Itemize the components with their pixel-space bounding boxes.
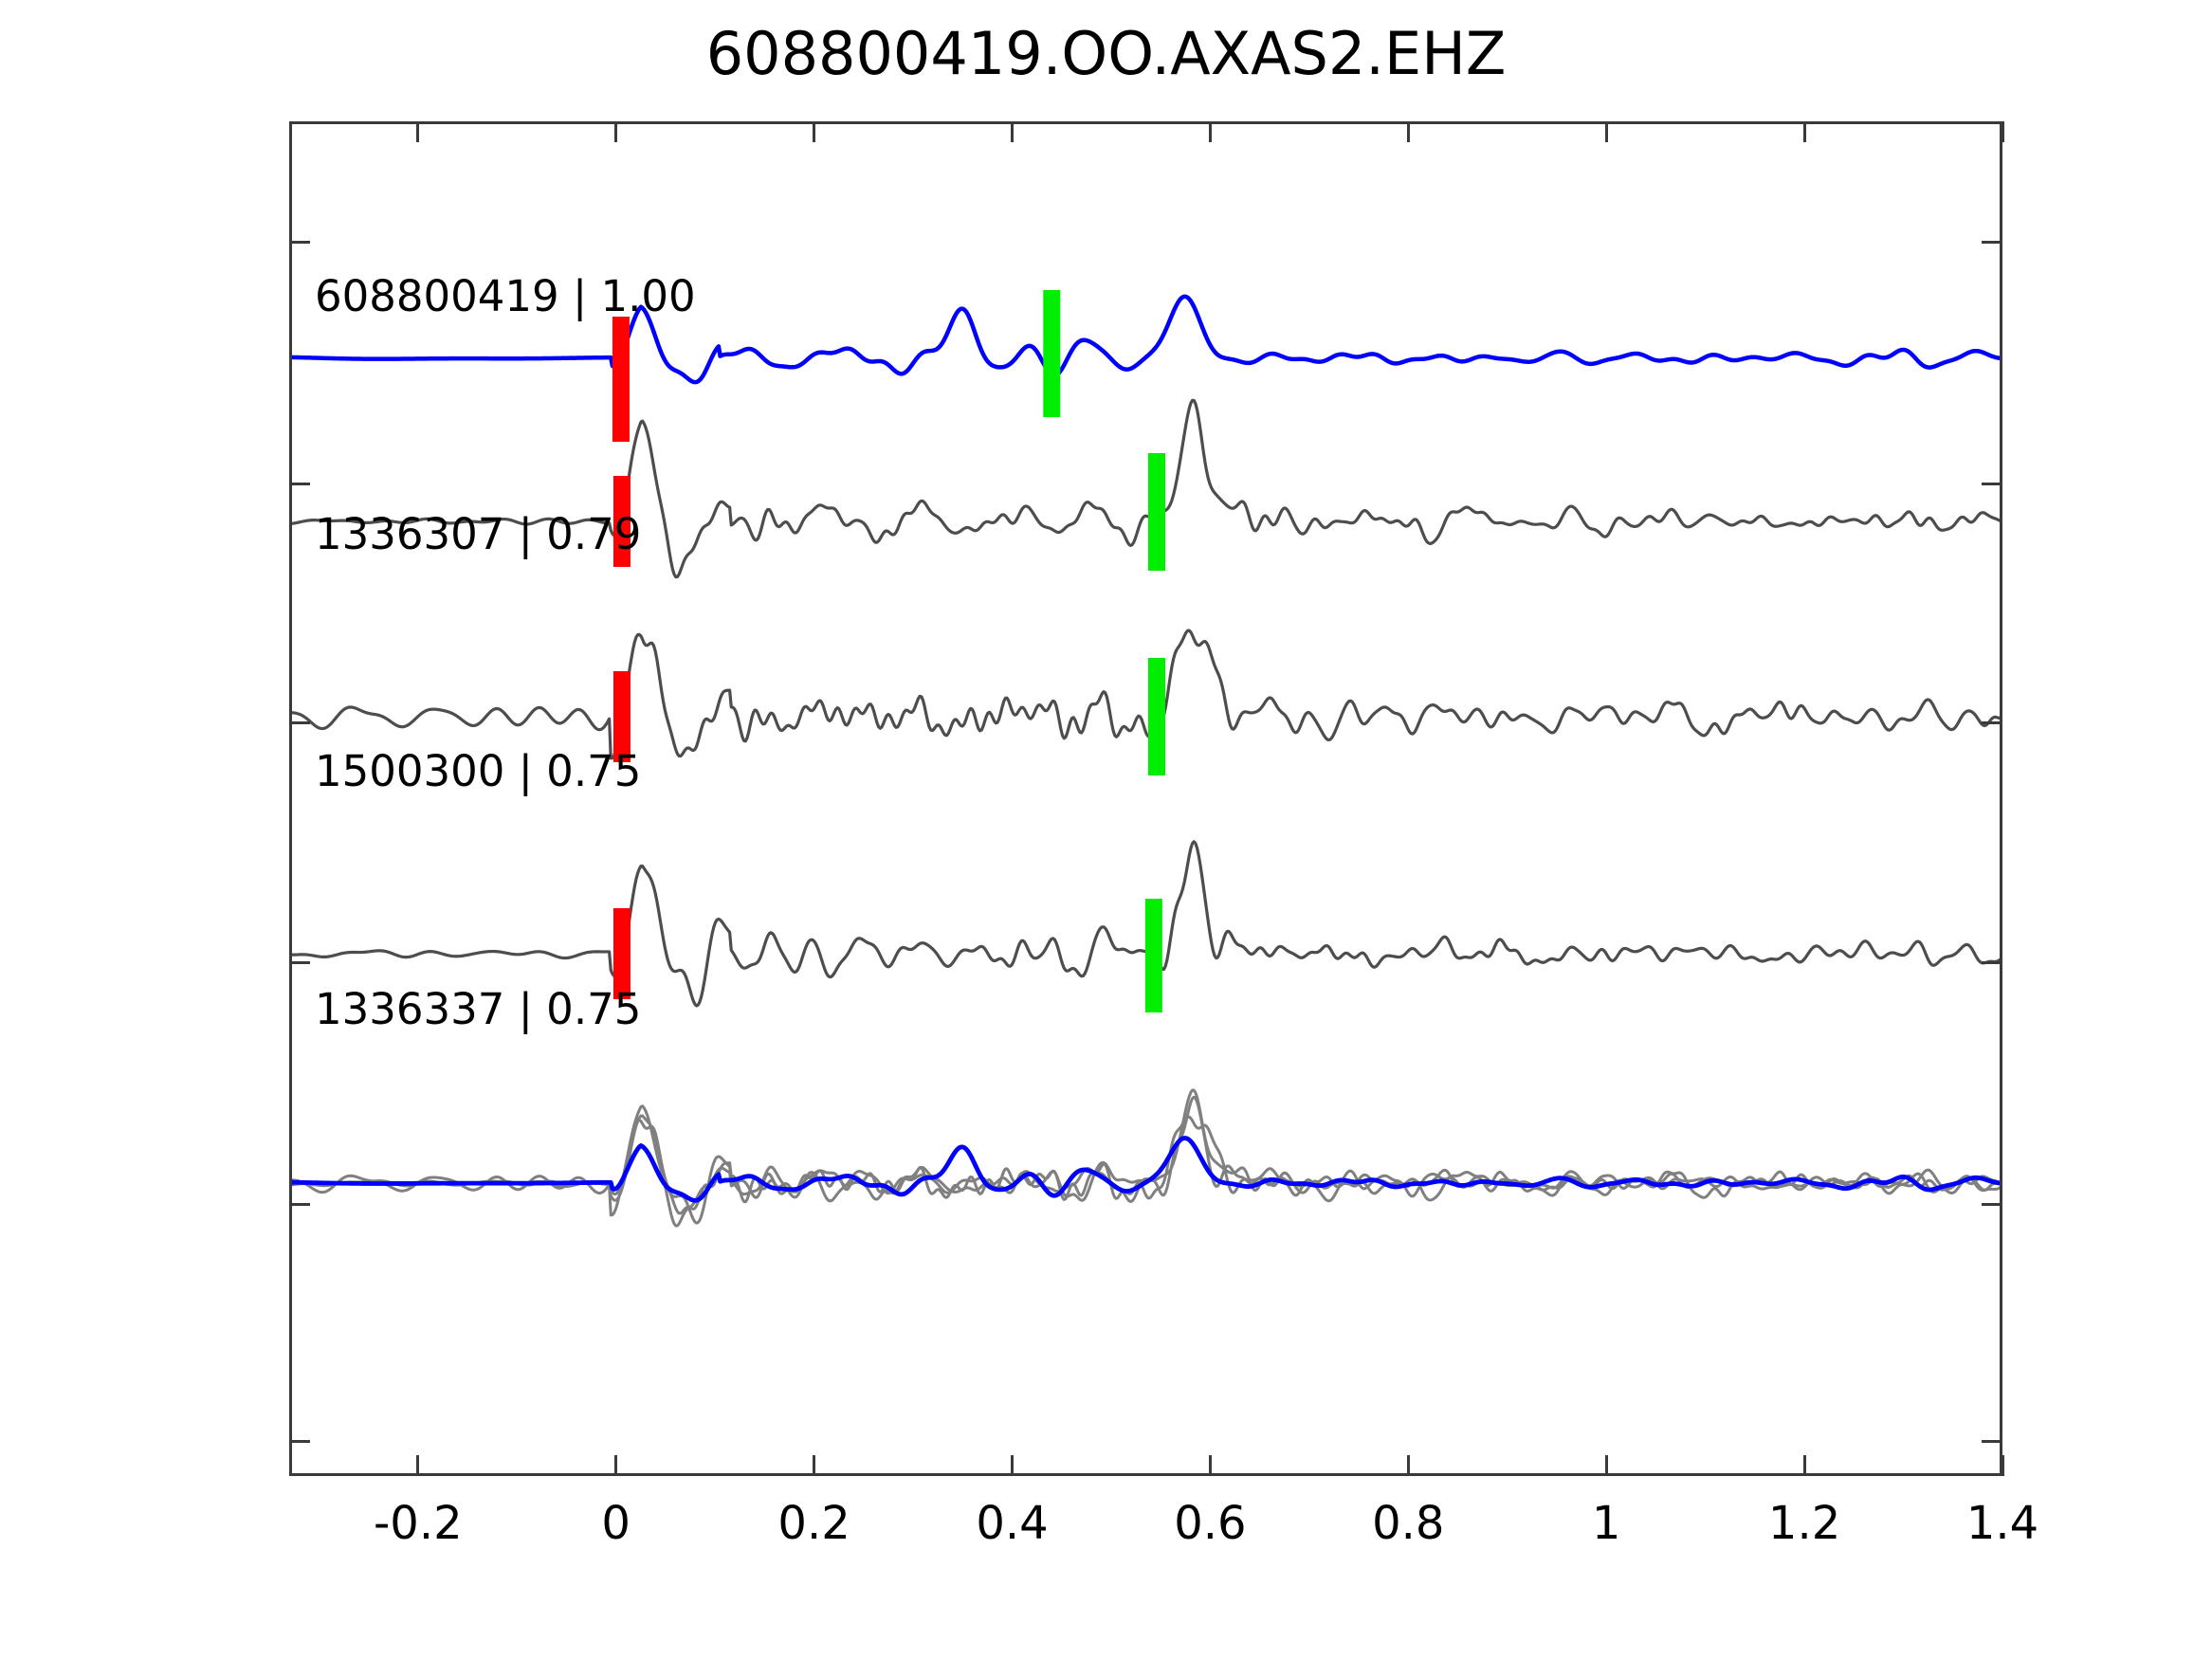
- page-title: 608800419.OO.AXAS2.EHZ: [705, 19, 1507, 88]
- x-tick-mark: [1010, 1455, 1014, 1476]
- p-pick-marker-608800419: [612, 317, 630, 442]
- x-tick-label: 1.4: [1965, 1497, 2039, 1550]
- y-tick-mark: [1982, 240, 2002, 244]
- p-pick-marker-1500300: [612, 671, 631, 762]
- y-tick-mark: [289, 240, 310, 244]
- stack-overlay-path-1336307: [289, 1088, 2002, 1228]
- x-tick-mark-top: [813, 121, 816, 142]
- waveform-path-1336307: [289, 398, 2002, 579]
- s-pick-marker-1336337: [1144, 899, 1162, 1012]
- x-tick-mark-top: [2001, 121, 2004, 142]
- plot-area: [289, 121, 2002, 1476]
- x-tick-mark-top: [1604, 121, 1608, 142]
- trace-label-1336337: 1336337 | 0.75: [315, 984, 642, 1034]
- y-tick-mark: [289, 1439, 310, 1443]
- s-pick-marker-1500300: [1147, 658, 1165, 775]
- y-tick-mark: [289, 482, 310, 485]
- y-tick-mark: [1982, 1202, 2002, 1206]
- x-tick-mark: [416, 1455, 420, 1476]
- x-tick-mark-top: [614, 121, 618, 142]
- p-pick-marker-1336337: [612, 908, 631, 999]
- x-tick-label: 0.4: [976, 1497, 1049, 1550]
- y-tick-mark: [1982, 960, 2002, 964]
- s-pick-marker-608800419: [1043, 290, 1061, 417]
- x-tick-mark-top: [1406, 121, 1410, 142]
- trace-label-1336307: 1336307 | 0.79: [315, 509, 642, 559]
- x-tick-label: 0: [601, 1497, 631, 1550]
- waveform-path-608800419: [289, 294, 2002, 385]
- waveform-canvas: [289, 290, 2002, 1228]
- y-tick-mark: [289, 720, 310, 724]
- x-tick-mark: [614, 1455, 618, 1476]
- x-tick-mark-top: [1802, 121, 1806, 142]
- s-pick-marker-1336307: [1147, 453, 1165, 571]
- x-tick-label: 1.2: [1767, 1497, 1841, 1550]
- trace-label-1500300: 1500300 | 0.75: [315, 746, 642, 796]
- x-tick-mark-top: [416, 121, 420, 142]
- x-tick-label: 0.2: [777, 1497, 850, 1550]
- x-tick-mark-top: [1208, 121, 1212, 142]
- y-tick-mark: [289, 960, 310, 964]
- waveform-path-1500300: [289, 629, 2002, 760]
- x-tick-mark: [813, 1455, 816, 1476]
- trace-label-608800419: 608800419 | 1.00: [315, 271, 696, 321]
- p-pick-marker-1336307: [612, 476, 631, 567]
- stack-overlay-path-608800419: [289, 1136, 2002, 1203]
- x-tick-label: 1: [1591, 1497, 1621, 1550]
- x-tick-mark: [2001, 1455, 2004, 1476]
- x-tick-label: 0.8: [1372, 1497, 1445, 1550]
- stack-overlay-path-1500300: [289, 1115, 2002, 1217]
- y-tick-mark: [1982, 482, 2002, 485]
- stack-overlay-path-1336337: [289, 1095, 2002, 1225]
- y-tick-mark: [289, 1202, 310, 1206]
- x-tick-mark: [1208, 1455, 1212, 1476]
- x-tick-mark-top: [1010, 121, 1014, 142]
- x-tick-label: -0.2: [373, 1497, 463, 1550]
- x-tick-mark: [1802, 1455, 1806, 1476]
- x-tick-label: 0.6: [1174, 1497, 1247, 1550]
- x-tick-mark: [1604, 1455, 1608, 1476]
- y-tick-mark: [1982, 720, 2002, 724]
- y-tick-mark: [1982, 1439, 2002, 1443]
- x-tick-mark: [1406, 1455, 1410, 1476]
